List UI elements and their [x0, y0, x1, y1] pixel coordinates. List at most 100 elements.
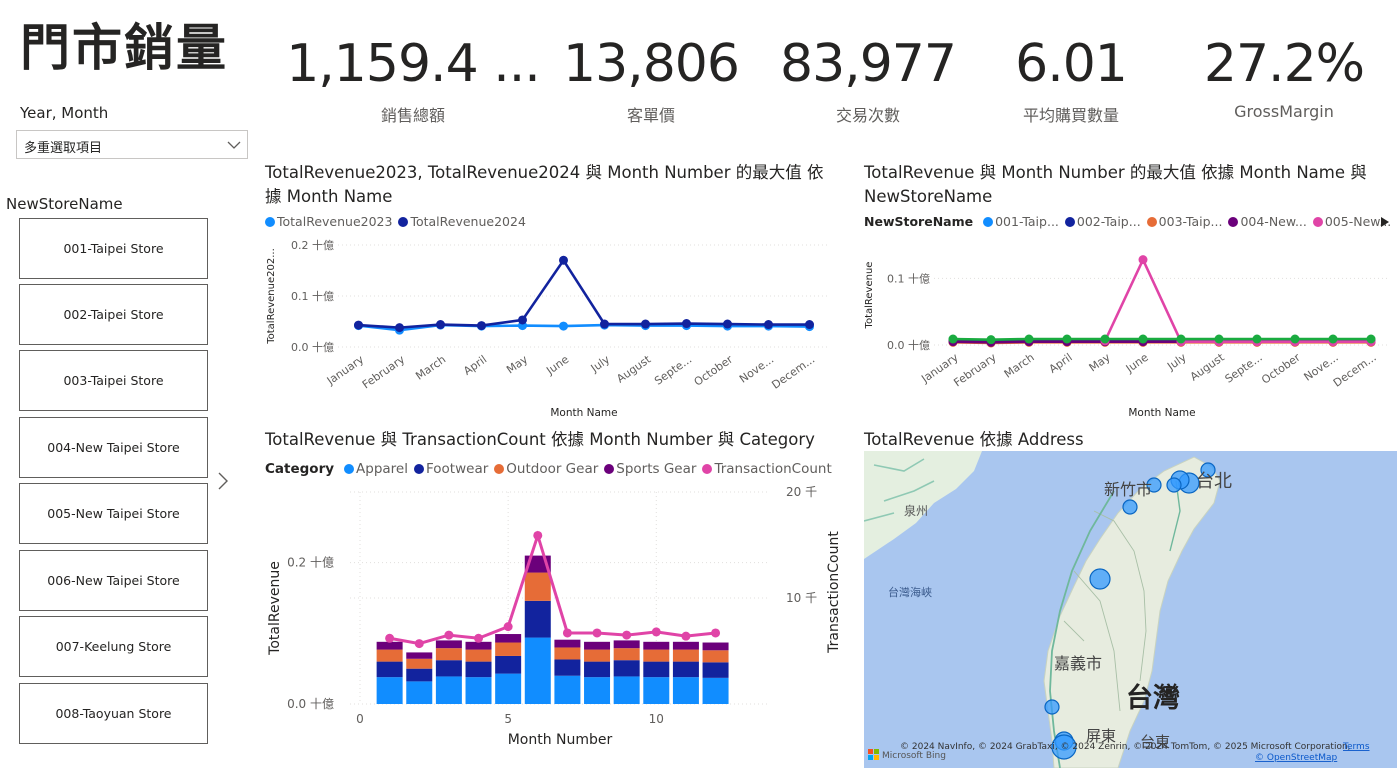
data-point[interactable]	[395, 323, 404, 333]
store-slicer-item[interactable]: 001-Taipei Store	[19, 218, 208, 279]
data-point[interactable]	[723, 319, 732, 329]
data-point[interactable]	[436, 320, 445, 330]
data-point[interactable]	[1176, 334, 1186, 344]
data-point[interactable]	[1328, 334, 1338, 344]
data-point[interactable]	[600, 319, 609, 329]
bar-segment[interactable]	[376, 677, 403, 704]
data-point[interactable]	[1138, 334, 1148, 344]
map-terms-link[interactable]: Terms	[1342, 742, 1370, 752]
data-point[interactable]	[444, 630, 454, 640]
bar-segment[interactable]	[465, 641, 492, 650]
bar-segment[interactable]	[643, 641, 670, 650]
bar-segment[interactable]	[554, 647, 581, 660]
series-line[interactable]	[952, 339, 1371, 343]
legend-item[interactable]: TotalRevenue2023	[265, 214, 392, 229]
bar-segment[interactable]	[435, 676, 462, 704]
data-point[interactable]	[1252, 334, 1262, 344]
chart3-combo-chart[interactable]: 0.2 十億 0.0 十億 20 千 10 千 0 5 10 Month Number Tota…	[260, 480, 845, 768]
data-point[interactable]	[711, 628, 721, 638]
bar-segment[interactable]	[584, 641, 611, 650]
data-point[interactable]	[1366, 334, 1376, 344]
chevron-right-icon[interactable]	[216, 471, 230, 491]
store-slicer-item[interactable]: 005-New Taipei Store	[19, 483, 208, 544]
address-map[interactable]: 新竹市 泉州 台灣海峽 嘉義市 台灣 台北 屏東 台東 Microsoft Bi…	[864, 451, 1397, 768]
data-point[interactable]	[805, 320, 814, 330]
data-point[interactable]	[948, 334, 958, 344]
data-point[interactable]	[503, 622, 513, 632]
legend-item[interactable]: 001-Taip...	[983, 214, 1059, 229]
data-point[interactable]	[562, 628, 572, 638]
legend-item[interactable]: 005-New...	[1312, 214, 1391, 229]
legend-item[interactable]: 002-Taip...	[1064, 214, 1141, 229]
bar-segment[interactable]	[672, 677, 699, 704]
bar-segment[interactable]	[406, 668, 433, 682]
data-point[interactable]	[518, 315, 527, 325]
data-point[interactable]	[641, 319, 650, 329]
data-point[interactable]	[592, 628, 602, 638]
data-point[interactable]	[1024, 334, 1034, 344]
bar-segment[interactable]	[435, 660, 462, 677]
data-point[interactable]	[354, 320, 363, 330]
store-slicer-item[interactable]: 004-New Taipei Store	[19, 417, 208, 478]
bar-segment[interactable]	[702, 642, 729, 651]
data-point[interactable]	[1138, 255, 1148, 265]
bar-segment[interactable]	[406, 658, 433, 669]
data-point[interactable]	[681, 631, 691, 641]
data-point[interactable]	[414, 639, 424, 649]
bar-segment[interactable]	[495, 655, 522, 674]
store-slicer-item[interactable]: 002-Taipei Store	[19, 284, 208, 345]
bar-segment[interactable]	[495, 673, 522, 704]
legend-item[interactable]: 004-New...	[1228, 214, 1307, 229]
bar-segment[interactable]	[613, 676, 640, 704]
transaction-line[interactable]	[389, 530, 716, 646]
data-point[interactable]	[1100, 334, 1110, 344]
series-line[interactable]	[952, 337, 1371, 341]
bar-segment[interactable]	[435, 648, 462, 661]
bar-segment[interactable]	[584, 649, 611, 662]
bar-segment[interactable]	[672, 649, 699, 662]
data-point[interactable]	[477, 321, 486, 331]
bar-segment[interactable]	[435, 640, 462, 649]
bar-segment[interactable]	[643, 677, 670, 704]
bar-segment[interactable]	[672, 641, 699, 650]
bar-segment[interactable]	[465, 649, 492, 662]
bar-segment[interactable]	[406, 681, 433, 704]
legend-item[interactable]: 003-Taip...	[1146, 214, 1222, 229]
data-point[interactable]	[559, 321, 568, 331]
data-point[interactable]	[651, 627, 661, 637]
bar-segment[interactable]	[584, 661, 611, 678]
data-point[interactable]	[622, 630, 632, 640]
bar-segment[interactable]	[524, 637, 551, 704]
store-slicer-item[interactable]: 008-Taoyuan Store	[19, 683, 208, 744]
bar-segment[interactable]	[524, 572, 551, 601]
legend-item[interactable]: TransactionCount	[702, 461, 832, 477]
year-month-dropdown[interactable]: 多重選取項目	[16, 130, 248, 159]
store-slicer-item[interactable]: 006-New Taipei Store	[19, 550, 208, 611]
legend-item[interactable]: Outdoor Gear	[494, 461, 598, 477]
bar-segment[interactable]	[495, 642, 522, 656]
data-point[interactable]	[986, 335, 996, 345]
bar-segment[interactable]	[702, 662, 729, 678]
data-point[interactable]	[474, 633, 484, 643]
data-point[interactable]	[559, 255, 568, 265]
legend-item[interactable]: Footwear	[414, 461, 488, 477]
bar-segment[interactable]	[702, 677, 729, 704]
bar-segment[interactable]	[524, 600, 551, 638]
bar-segment[interactable]	[613, 660, 640, 677]
data-point[interactable]	[385, 633, 395, 643]
bar-segment[interactable]	[702, 650, 729, 663]
bar-segment[interactable]	[584, 677, 611, 704]
data-point[interactable]	[1062, 334, 1072, 344]
legend-item[interactable]: TotalRevenue2024	[398, 214, 526, 229]
legend-next-icon[interactable]	[1380, 216, 1390, 228]
bar-segment[interactable]	[554, 639, 581, 648]
data-point[interactable]	[1290, 334, 1300, 344]
series-line[interactable]	[1103, 256, 1371, 343]
map-osm-link[interactable]: © OpenStreetMap	[1255, 753, 1338, 763]
bar-segment[interactable]	[613, 648, 640, 661]
bar-segment[interactable]	[376, 661, 403, 678]
data-point[interactable]	[682, 319, 691, 329]
legend-item[interactable]: Sports Gear	[604, 461, 696, 477]
